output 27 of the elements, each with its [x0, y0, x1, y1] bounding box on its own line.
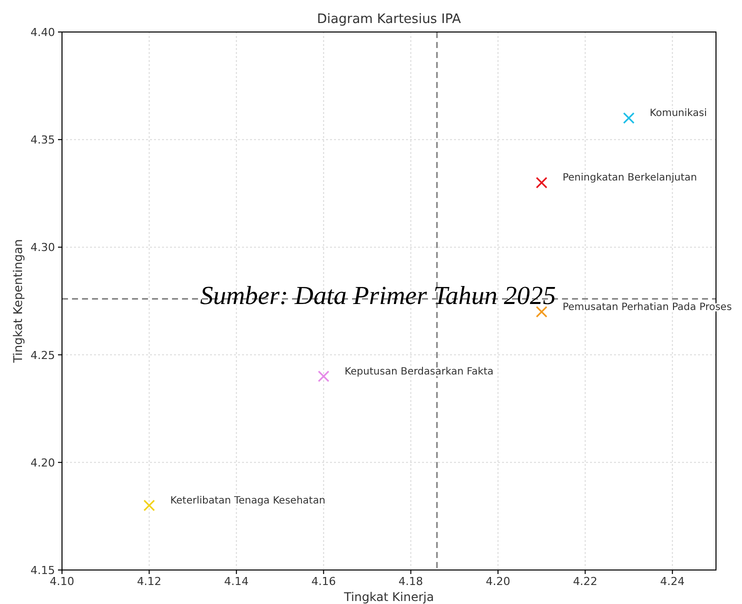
y-tick-label: 4.20: [30, 456, 55, 470]
x-tick-label: 4.12: [136, 575, 162, 588]
y-tick-label: 4.40: [30, 26, 55, 39]
point: [318, 370, 330, 382]
point: [143, 500, 155, 512]
x-tick-label: 4.14: [224, 575, 249, 588]
x-tick-label: 4.18: [398, 575, 424, 588]
point: [536, 176, 548, 188]
point: [536, 306, 548, 318]
x-tick-label: 4.20: [486, 575, 510, 588]
y-tick-label: 4.35: [30, 134, 55, 147]
series-label: Keputusan Berdasarkan Fakta: [344, 366, 494, 378]
series-label: Komunikasi: [650, 108, 707, 120]
x-tick-label: 4.16: [311, 575, 336, 588]
x-tick-label: 4.24: [660, 575, 685, 588]
y-tick-label: 4.25: [30, 348, 55, 362]
annotation: Sumber: Data Primer Tahun 2025: [200, 281, 556, 310]
x-tick-label: 4.22: [572, 575, 598, 588]
chart-title: Diagram Kartesius IPA: [317, 12, 462, 27]
x-tick-label: 4.10: [50, 575, 74, 588]
series-label: Peningkatan Berkelanjutan: [562, 172, 698, 184]
y-tick-label: 4.15: [30, 564, 55, 577]
y-axis-title: Tingkat Kepentingan: [11, 239, 25, 364]
y-tick-label: 4.30: [30, 241, 55, 254]
x-axis-title: Tingkat Kinerja: [343, 590, 434, 604]
point: [623, 112, 635, 124]
series-label: Keterlibatan Tenaga Kesehatan: [170, 495, 326, 506]
